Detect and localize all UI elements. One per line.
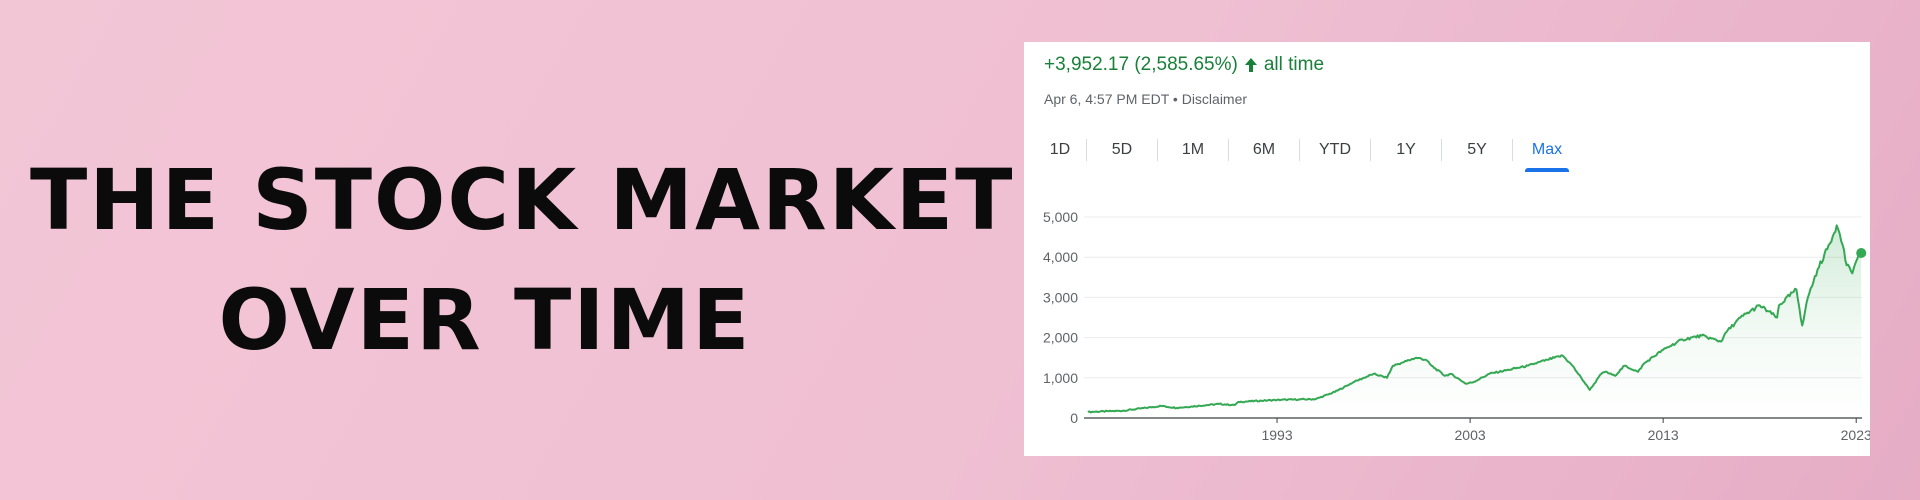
timestamp: Apr 6, 4:57 PM EDT: [1044, 91, 1170, 107]
area-fill: [1087, 225, 1862, 418]
change-value: +3,952.17 (2,585.65%): [1044, 54, 1238, 75]
tab-max[interactable]: Max: [1513, 132, 1581, 172]
y-tick-label: 4,000: [1043, 249, 1078, 265]
y-tick-label: 3,000: [1043, 289, 1078, 305]
tab-separator: [1086, 139, 1087, 161]
range-tabs: 1D 5D 1M 6M YTD 1Y 5Y Max: [1034, 132, 1581, 172]
tab-separator: [1299, 139, 1300, 161]
headline: THE STOCK MARKET OVER TIME: [30, 140, 1015, 380]
current-price-dot: [1856, 247, 1867, 258]
tab-1y[interactable]: 1Y: [1396, 141, 1416, 158]
tab-separator: [1228, 139, 1229, 161]
x-tick-label: 2013: [1648, 427, 1679, 443]
y-tick-label: 1,000: [1043, 370, 1078, 386]
tab-separator: [1441, 139, 1442, 161]
tab-1m[interactable]: 1M: [1181, 141, 1205, 158]
change-period: all time: [1263, 54, 1325, 75]
price-chart: 0 1,000 2,000 3,000 4,000 5,000 1993 2003 2013 20…: [1043, 209, 1870, 443]
arrow-up-icon: [1244, 58, 1257, 72]
disclaimer-link[interactable]: Disclaimer: [1181, 91, 1248, 107]
x-tick-label: 2023: [1841, 427, 1870, 443]
timestamp-line: Apr 6, 4:57 PM EDT • Disclaimer: [1044, 91, 1247, 107]
price-line: [1087, 224, 1862, 414]
tab-5d[interactable]: 5D: [1111, 141, 1133, 158]
tab-ytd[interactable]: YTD: [1319, 141, 1351, 158]
meta-separator: •: [1172, 91, 1178, 107]
tab-5y[interactable]: 5Y: [1467, 141, 1487, 158]
tab-separator: [1512, 139, 1513, 161]
y-tick-label: 2,000: [1043, 330, 1078, 346]
stock-chart-card: +3,952.17 (2,585.65%) all time Apr 6, 4:…: [1024, 42, 1870, 456]
tab-1d[interactable]: 1D: [1049, 141, 1071, 158]
headline-line-2: OVER TIME: [218, 271, 752, 369]
active-tab-indicator: [1525, 168, 1569, 172]
tab-separator: [1157, 139, 1158, 161]
x-tick-label: 1993: [1261, 427, 1292, 443]
tab-6m[interactable]: 6M: [1252, 141, 1276, 158]
y-tick-label: 5,000: [1043, 209, 1078, 225]
y-tick-label: 0: [1070, 410, 1078, 426]
x-tick-label: 2003: [1455, 427, 1486, 443]
price-change: +3,952.17 (2,585.65%) all time: [1044, 54, 1324, 76]
tab-separator: [1370, 139, 1371, 161]
headline-line-1: THE STOCK MARKET: [30, 151, 1015, 249]
